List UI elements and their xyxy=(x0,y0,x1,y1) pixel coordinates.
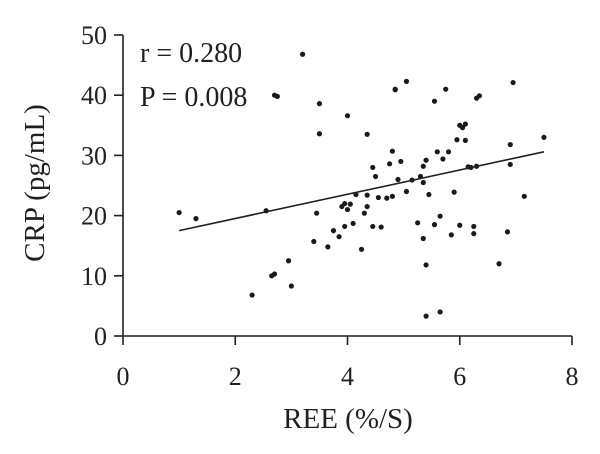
data-point xyxy=(336,234,342,240)
correlation-annotation: r = 0.280 xyxy=(140,38,242,69)
data-point xyxy=(445,149,452,155)
y-tick-label: 40 xyxy=(81,81,107,110)
data-point xyxy=(459,125,466,131)
x-axis-title: REE (%/S) xyxy=(283,403,413,435)
data-point xyxy=(420,235,426,242)
data-point xyxy=(504,229,511,235)
data-point xyxy=(389,148,395,154)
data-point xyxy=(451,189,457,195)
x-tick-label: 6 xyxy=(453,362,466,391)
data-point xyxy=(344,113,351,119)
data-point xyxy=(364,203,370,210)
data-point xyxy=(347,201,353,207)
data-point xyxy=(440,156,446,162)
data-point xyxy=(403,78,410,84)
data-point xyxy=(350,220,356,227)
data-point xyxy=(423,313,429,319)
x-tick-label: 8 xyxy=(566,362,579,391)
data-point xyxy=(510,79,516,86)
data-point xyxy=(342,200,348,207)
data-point xyxy=(325,244,331,250)
x-tick-label: 4 xyxy=(341,362,354,391)
data-point xyxy=(358,246,365,252)
data-point xyxy=(285,258,292,264)
data-point xyxy=(311,238,317,245)
data-point xyxy=(300,51,306,57)
data-point xyxy=(471,231,477,237)
y-tick-label: 50 xyxy=(81,21,107,50)
data-point xyxy=(364,131,370,137)
data-points xyxy=(176,51,547,319)
data-point xyxy=(288,283,294,289)
data-point xyxy=(361,210,367,216)
data-point xyxy=(271,271,278,277)
x-tick-label: 0 xyxy=(117,362,130,391)
data-point xyxy=(375,194,381,201)
data-point xyxy=(521,193,527,199)
data-point xyxy=(507,161,513,168)
data-point xyxy=(330,228,337,234)
data-point xyxy=(344,206,351,213)
data-point xyxy=(370,223,376,230)
data-point xyxy=(457,222,463,228)
data-point xyxy=(426,191,432,198)
data-point xyxy=(389,193,395,199)
data-point xyxy=(378,224,384,230)
data-point xyxy=(392,87,398,93)
data-point xyxy=(496,261,502,267)
data-point xyxy=(476,93,482,99)
data-point xyxy=(176,209,182,216)
data-point xyxy=(384,195,390,201)
data-point xyxy=(454,137,460,143)
data-point xyxy=(274,93,280,100)
data-point xyxy=(443,86,449,92)
x-tick-label: 2 xyxy=(229,362,242,391)
data-point xyxy=(314,210,320,216)
data-point xyxy=(364,192,370,198)
y-axis-ticks: 0 10 20 30 40 50 xyxy=(81,21,123,351)
data-point xyxy=(415,220,421,226)
y-tick-label: 10 xyxy=(81,262,107,291)
y-axis-title: CRP (pg/mL) xyxy=(19,104,51,262)
data-point xyxy=(193,216,199,222)
data-point xyxy=(386,161,393,167)
data-point xyxy=(249,292,255,298)
data-point xyxy=(395,176,401,183)
data-point xyxy=(507,141,513,148)
data-point xyxy=(398,158,404,165)
data-point xyxy=(431,222,438,228)
data-point xyxy=(403,188,410,195)
data-point xyxy=(462,121,468,127)
data-point xyxy=(462,137,468,143)
y-tick-label: 20 xyxy=(81,202,107,231)
data-point xyxy=(342,223,348,230)
data-point xyxy=(372,173,379,180)
data-point xyxy=(431,98,438,104)
data-point xyxy=(370,164,376,171)
data-point xyxy=(437,309,443,315)
p-value-annotation: P = 0.008 xyxy=(140,82,247,113)
data-point xyxy=(420,179,426,186)
data-point xyxy=(316,101,323,107)
data-point xyxy=(471,223,477,230)
x-axis-ticks: 0 2 4 6 8 xyxy=(117,336,579,391)
y-tick-label: 0 xyxy=(94,322,107,351)
regression-line xyxy=(178,151,545,232)
data-point xyxy=(423,262,429,268)
data-point xyxy=(541,134,547,140)
data-point xyxy=(437,213,443,219)
data-point xyxy=(423,157,429,163)
y-tick-label: 30 xyxy=(81,141,107,170)
data-point xyxy=(448,232,454,238)
data-point xyxy=(316,131,323,137)
data-point xyxy=(434,149,440,155)
data-point xyxy=(420,163,426,169)
